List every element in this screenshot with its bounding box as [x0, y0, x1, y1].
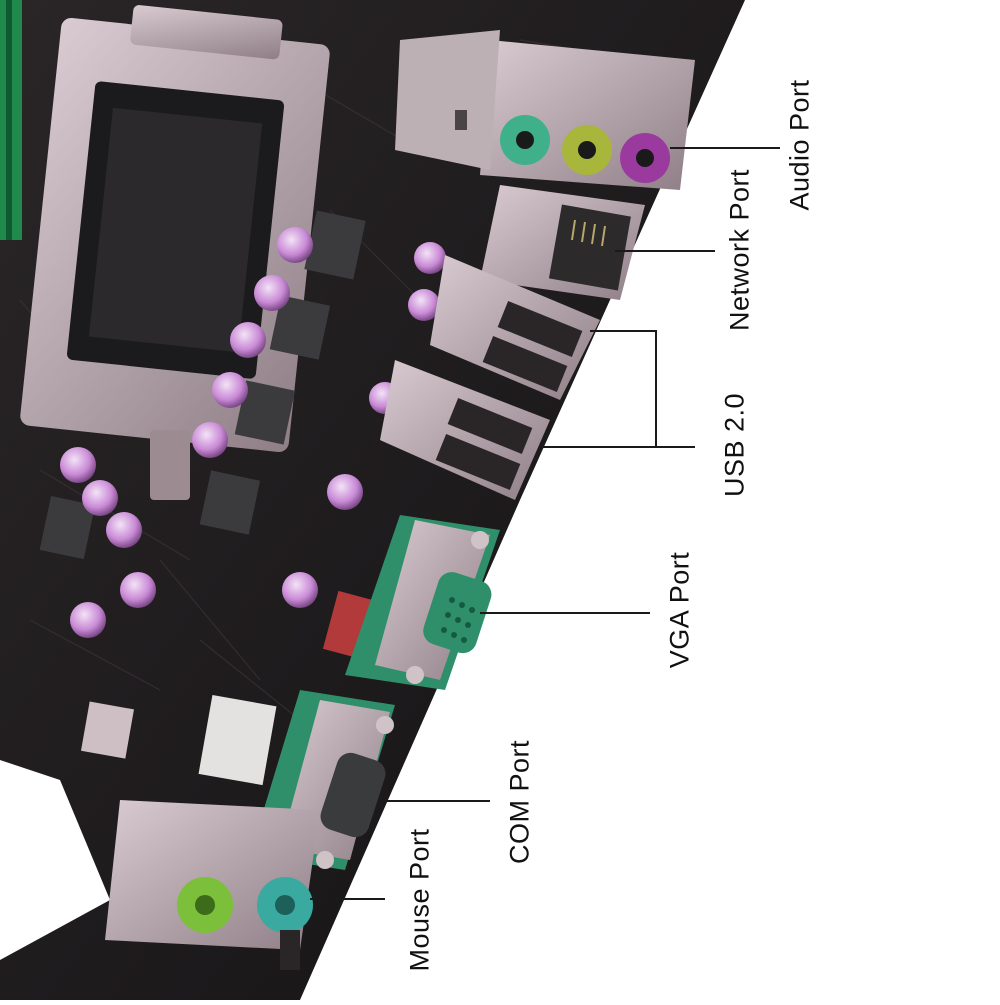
capacitors [60, 227, 446, 638]
usb-leader-line-main [655, 446, 695, 448]
vga-port-label: VGA Port [664, 551, 695, 669]
network-port-block [480, 185, 645, 300]
vga-port-block [345, 515, 500, 690]
ps2-port-block [105, 800, 320, 970]
audio-port-label: Audio Port [784, 79, 815, 211]
mouse-port-label: Mouse Port [404, 828, 435, 972]
usb-label: USB 2.0 [719, 392, 750, 498]
network-leader-line [615, 250, 715, 252]
mouse-leader-line [310, 898, 385, 900]
com-port-label: COM Port [504, 739, 535, 865]
power-connector [198, 695, 277, 786]
audio-port-block [395, 30, 695, 190]
com-leader-line [385, 800, 490, 802]
usb-port-block-upper [430, 255, 600, 400]
dimm-slot [6, 0, 12, 240]
audio-leader-line [670, 147, 780, 149]
mosfet-chips [39, 210, 366, 560]
fan-header [80, 701, 134, 759]
usb-leader-bracket [655, 330, 657, 448]
usb-port-block-lower [380, 360, 550, 500]
network-port-label: Network Port [724, 168, 755, 332]
vga-leader-line [480, 612, 650, 614]
usb-leader-line-lower [540, 446, 657, 448]
usb-leader-line-upper [590, 330, 655, 332]
